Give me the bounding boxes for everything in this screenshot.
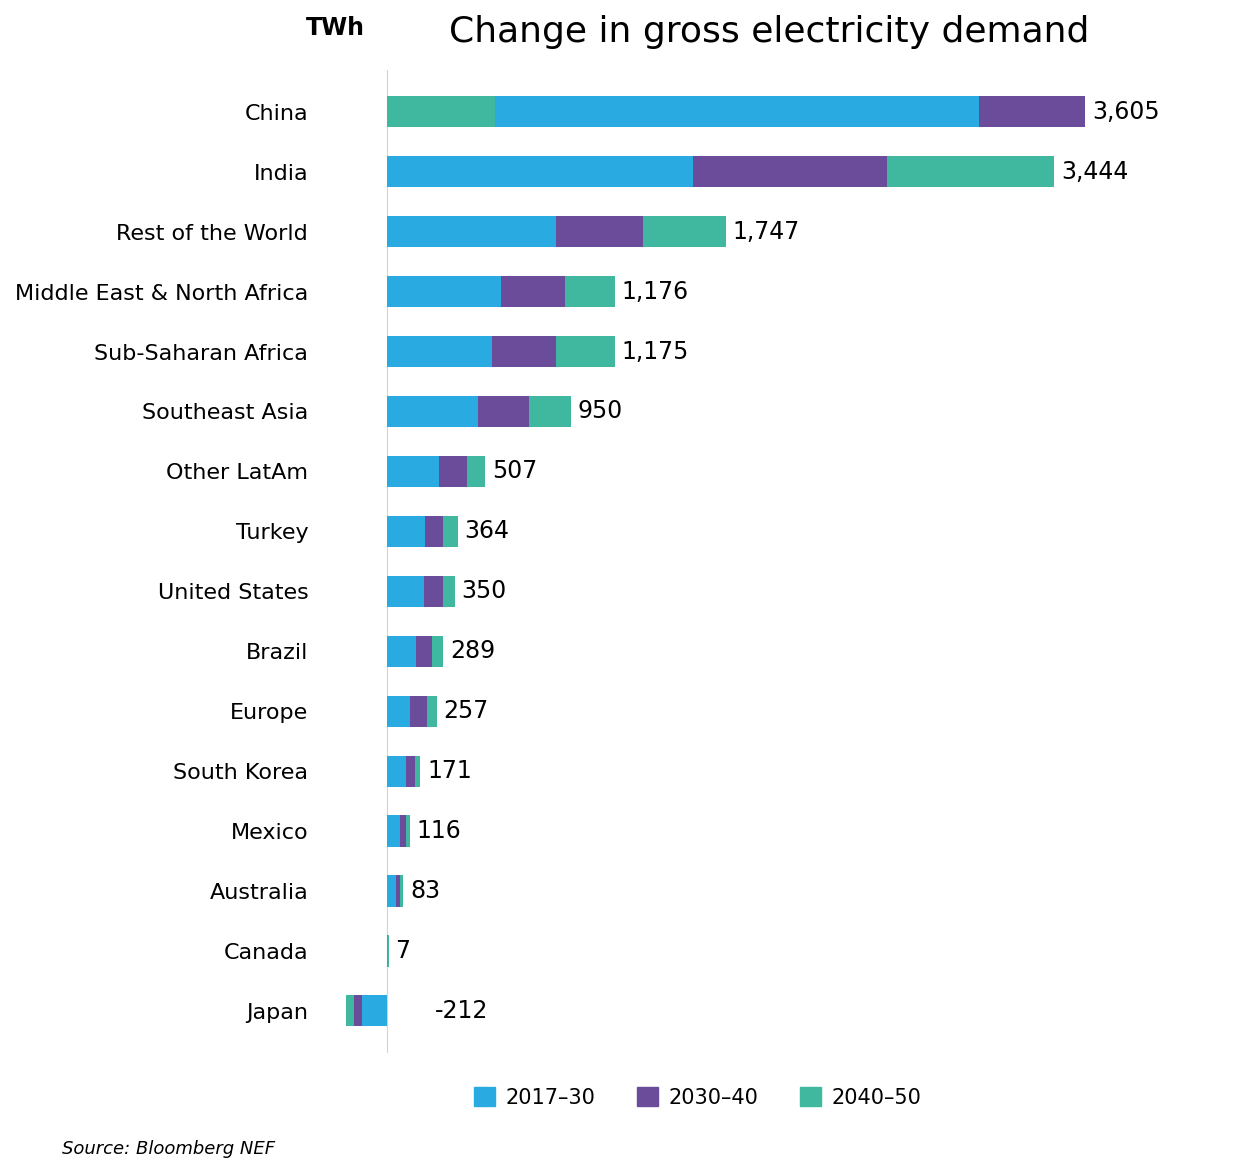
Bar	[427, 696, 437, 727]
Bar	[387, 816, 400, 846]
Text: 364: 364	[464, 519, 509, 544]
Bar	[495, 96, 979, 128]
Bar	[693, 156, 887, 188]
Bar	[406, 816, 410, 846]
Text: 950: 950	[578, 400, 624, 423]
Bar	[362, 995, 387, 1027]
Bar	[387, 516, 425, 547]
Bar	[556, 216, 642, 247]
Bar	[405, 756, 415, 786]
Text: Source: Bloomberg NEF: Source: Bloomberg NEF	[62, 1140, 275, 1158]
Bar	[387, 96, 495, 128]
Legend: 2017–30, 2030–40, 2040–50: 2017–30, 2030–40, 2040–50	[466, 1079, 929, 1116]
Bar	[387, 396, 478, 427]
Text: 1,176: 1,176	[621, 280, 689, 304]
Bar	[387, 216, 556, 247]
Text: 116: 116	[416, 819, 461, 843]
Bar	[387, 275, 501, 307]
Bar	[346, 995, 354, 1027]
Bar	[387, 456, 440, 488]
Bar	[556, 336, 615, 367]
Bar	[425, 516, 443, 547]
Title: Change in gross electricity demand: Change in gross electricity demand	[450, 15, 1089, 49]
Bar	[416, 635, 432, 667]
Text: 83: 83	[410, 879, 440, 902]
Bar	[400, 816, 406, 846]
Bar	[440, 456, 467, 488]
Bar	[400, 875, 403, 907]
Bar	[642, 216, 725, 247]
Text: 257: 257	[443, 700, 489, 723]
Bar	[979, 96, 1086, 128]
Text: 171: 171	[427, 759, 472, 783]
Bar	[387, 336, 492, 367]
Bar	[387, 575, 424, 607]
Bar	[387, 156, 693, 188]
Text: TWh: TWh	[306, 15, 364, 40]
Text: 3,444: 3,444	[1061, 159, 1129, 184]
Bar	[887, 156, 1055, 188]
Bar	[443, 516, 458, 547]
Bar	[501, 275, 566, 307]
Bar	[387, 635, 416, 667]
Bar	[566, 275, 615, 307]
Text: 1,747: 1,747	[732, 219, 799, 244]
Text: 7: 7	[395, 939, 410, 963]
Text: 3,605: 3,605	[1092, 100, 1160, 124]
Bar	[415, 756, 420, 786]
Bar	[387, 756, 405, 786]
Bar	[396, 875, 400, 907]
Bar	[432, 635, 443, 667]
Bar	[387, 696, 410, 727]
Bar	[492, 336, 556, 367]
Bar	[443, 575, 454, 607]
Bar	[478, 396, 529, 427]
Text: 350: 350	[462, 579, 508, 604]
Text: -212: -212	[435, 999, 488, 1023]
Bar	[424, 575, 443, 607]
Bar	[410, 696, 427, 727]
Bar	[467, 456, 485, 488]
Text: 507: 507	[492, 459, 537, 483]
Bar	[387, 875, 396, 907]
Text: 1,175: 1,175	[621, 340, 689, 363]
Bar	[354, 995, 362, 1027]
Bar	[529, 396, 571, 427]
Text: 289: 289	[450, 639, 495, 663]
